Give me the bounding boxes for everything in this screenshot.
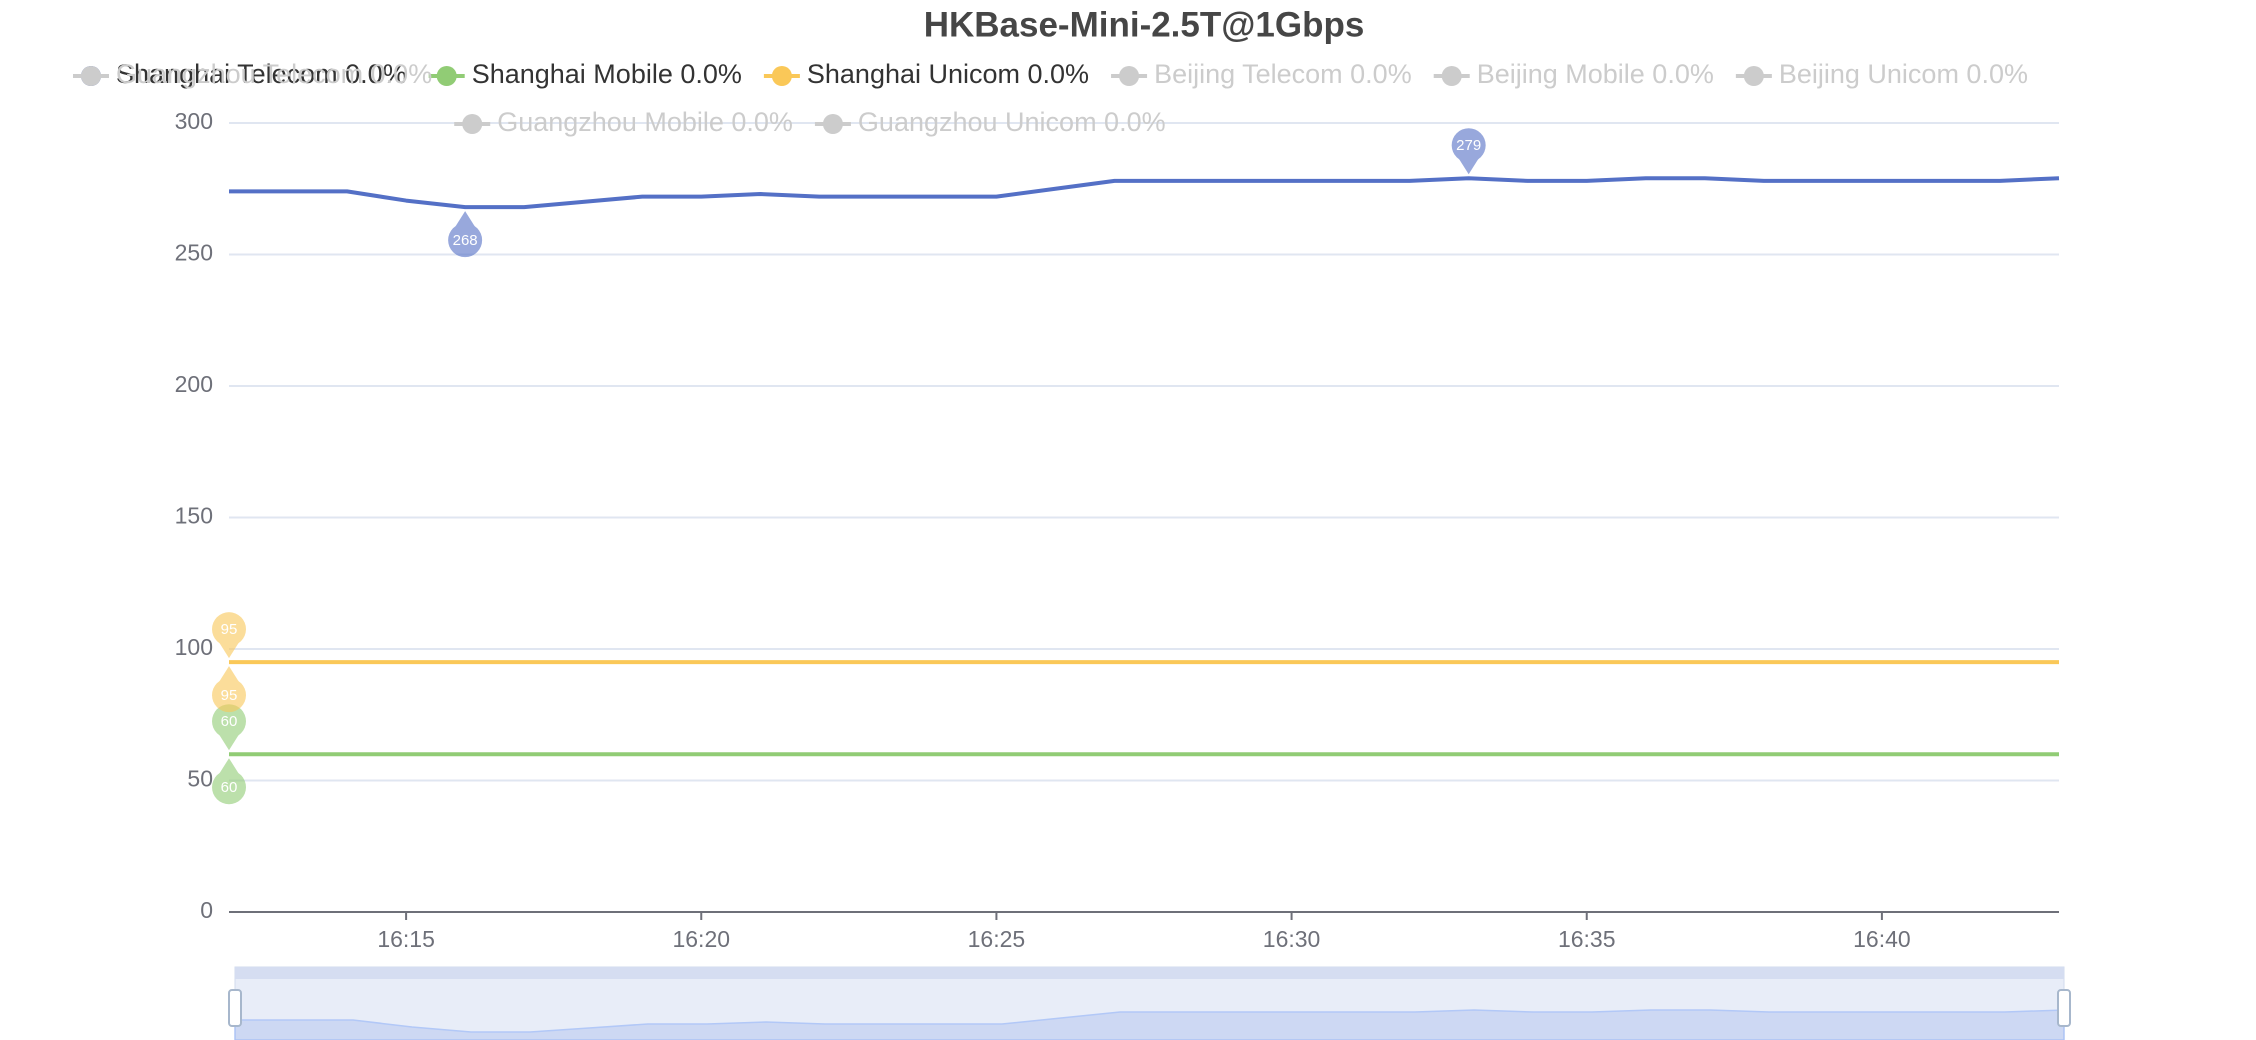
legend-symbol [1743, 66, 1764, 86]
legend-label: Beijing Mobile 0.0% [1477, 59, 1714, 89]
zoom-handle[interactable] [2057, 989, 2071, 1027]
legend-item[interactable]: Guangzhou Mobile 0.0% [454, 107, 793, 137]
mark-point-label: 60 [221, 713, 238, 730]
pin-head [212, 770, 246, 805]
mark-point-label: 95 [221, 621, 238, 638]
y-tick-label: 300 [175, 108, 213, 134]
y-tick-label: 250 [175, 240, 213, 266]
mark-point-label: 279 [1456, 137, 1481, 154]
y-tick-label: 150 [175, 503, 213, 529]
x-tick-label: 16:35 [1558, 926, 1616, 952]
y-tick-label: 100 [175, 634, 213, 660]
legend-label: Guangzhou Telecom 0.0% [116, 59, 432, 89]
x-tick-label: 16:40 [1853, 926, 1911, 952]
legend-label: Shanghai Telecom 0.0% [116, 59, 407, 89]
legend-item[interactable]: Beijing Telecom 0.0% [1111, 59, 1412, 89]
mark-point: 95 [212, 612, 246, 659]
mark-point: 60 [212, 704, 246, 751]
pin-head [212, 678, 246, 713]
zoom-handle[interactable] [228, 989, 242, 1027]
zoom-area [234, 1009, 2065, 1040]
pin-head [448, 223, 483, 258]
legend-symbol [81, 66, 101, 86]
legend-symbol [1119, 66, 1140, 86]
pin-head [212, 612, 246, 647]
mark-point-label: 268 [453, 232, 478, 249]
legend-label: Shanghai Mobile 0.0% [472, 59, 742, 89]
legend-item[interactable]: Beijing Mobile 0.0% [1433, 59, 1714, 89]
mark-point: 279 [1451, 128, 1486, 175]
y-tick-label: 200 [175, 371, 213, 397]
legend-label: Guangzhou Mobile 0.0% [497, 107, 793, 137]
chart-title: HKBase-Mini-2.5T@1Gbps [924, 5, 1365, 44]
x-tick-label: 16:15 [377, 926, 435, 952]
legend-label: Guangzhou Unicom 0.0% [858, 107, 1166, 137]
legend-item[interactable]: Guangzhou Unicom 0.0% [814, 107, 1166, 137]
legend-item[interactable]: Shanghai Mobile 0.0% [428, 59, 742, 89]
pin-head [212, 704, 246, 739]
y-tick-label: 50 [187, 766, 213, 792]
zoom-bar [235, 967, 2064, 979]
y-tick-label: 0 [200, 897, 213, 923]
mark-point: 95 [212, 666, 246, 713]
mark-point-label: 60 [221, 779, 238, 796]
pin-head [1451, 128, 1486, 163]
x-tick-label: 16:30 [1263, 926, 1321, 952]
legend-item[interactable]: Guangzhou Telecom 0.0% [73, 59, 432, 89]
mark-point-label: 95 [221, 687, 238, 704]
legend-label: Shanghai Unicom 0.0% [807, 59, 1089, 89]
series-line [229, 176, 2060, 210]
legend-label: Beijing Telecom 0.0% [1154, 59, 1412, 89]
legend-item[interactable]: Shanghai Unicom 0.0% [763, 59, 1089, 89]
mark-point: 268 [448, 211, 483, 258]
legend-symbol [462, 114, 483, 134]
legend-symbol [771, 66, 792, 86]
x-tick-label: 16:25 [968, 926, 1026, 952]
legend-item[interactable]: Beijing Unicom 0.0% [1735, 59, 2028, 89]
x-tick-label: 16:20 [672, 926, 730, 952]
legend-symbol [822, 114, 843, 134]
legend-symbol [1441, 66, 1462, 86]
legend-symbol [436, 66, 457, 86]
mark-point: 60 [212, 758, 246, 805]
legend-label: Beijing Unicom 0.0% [1779, 59, 2028, 89]
